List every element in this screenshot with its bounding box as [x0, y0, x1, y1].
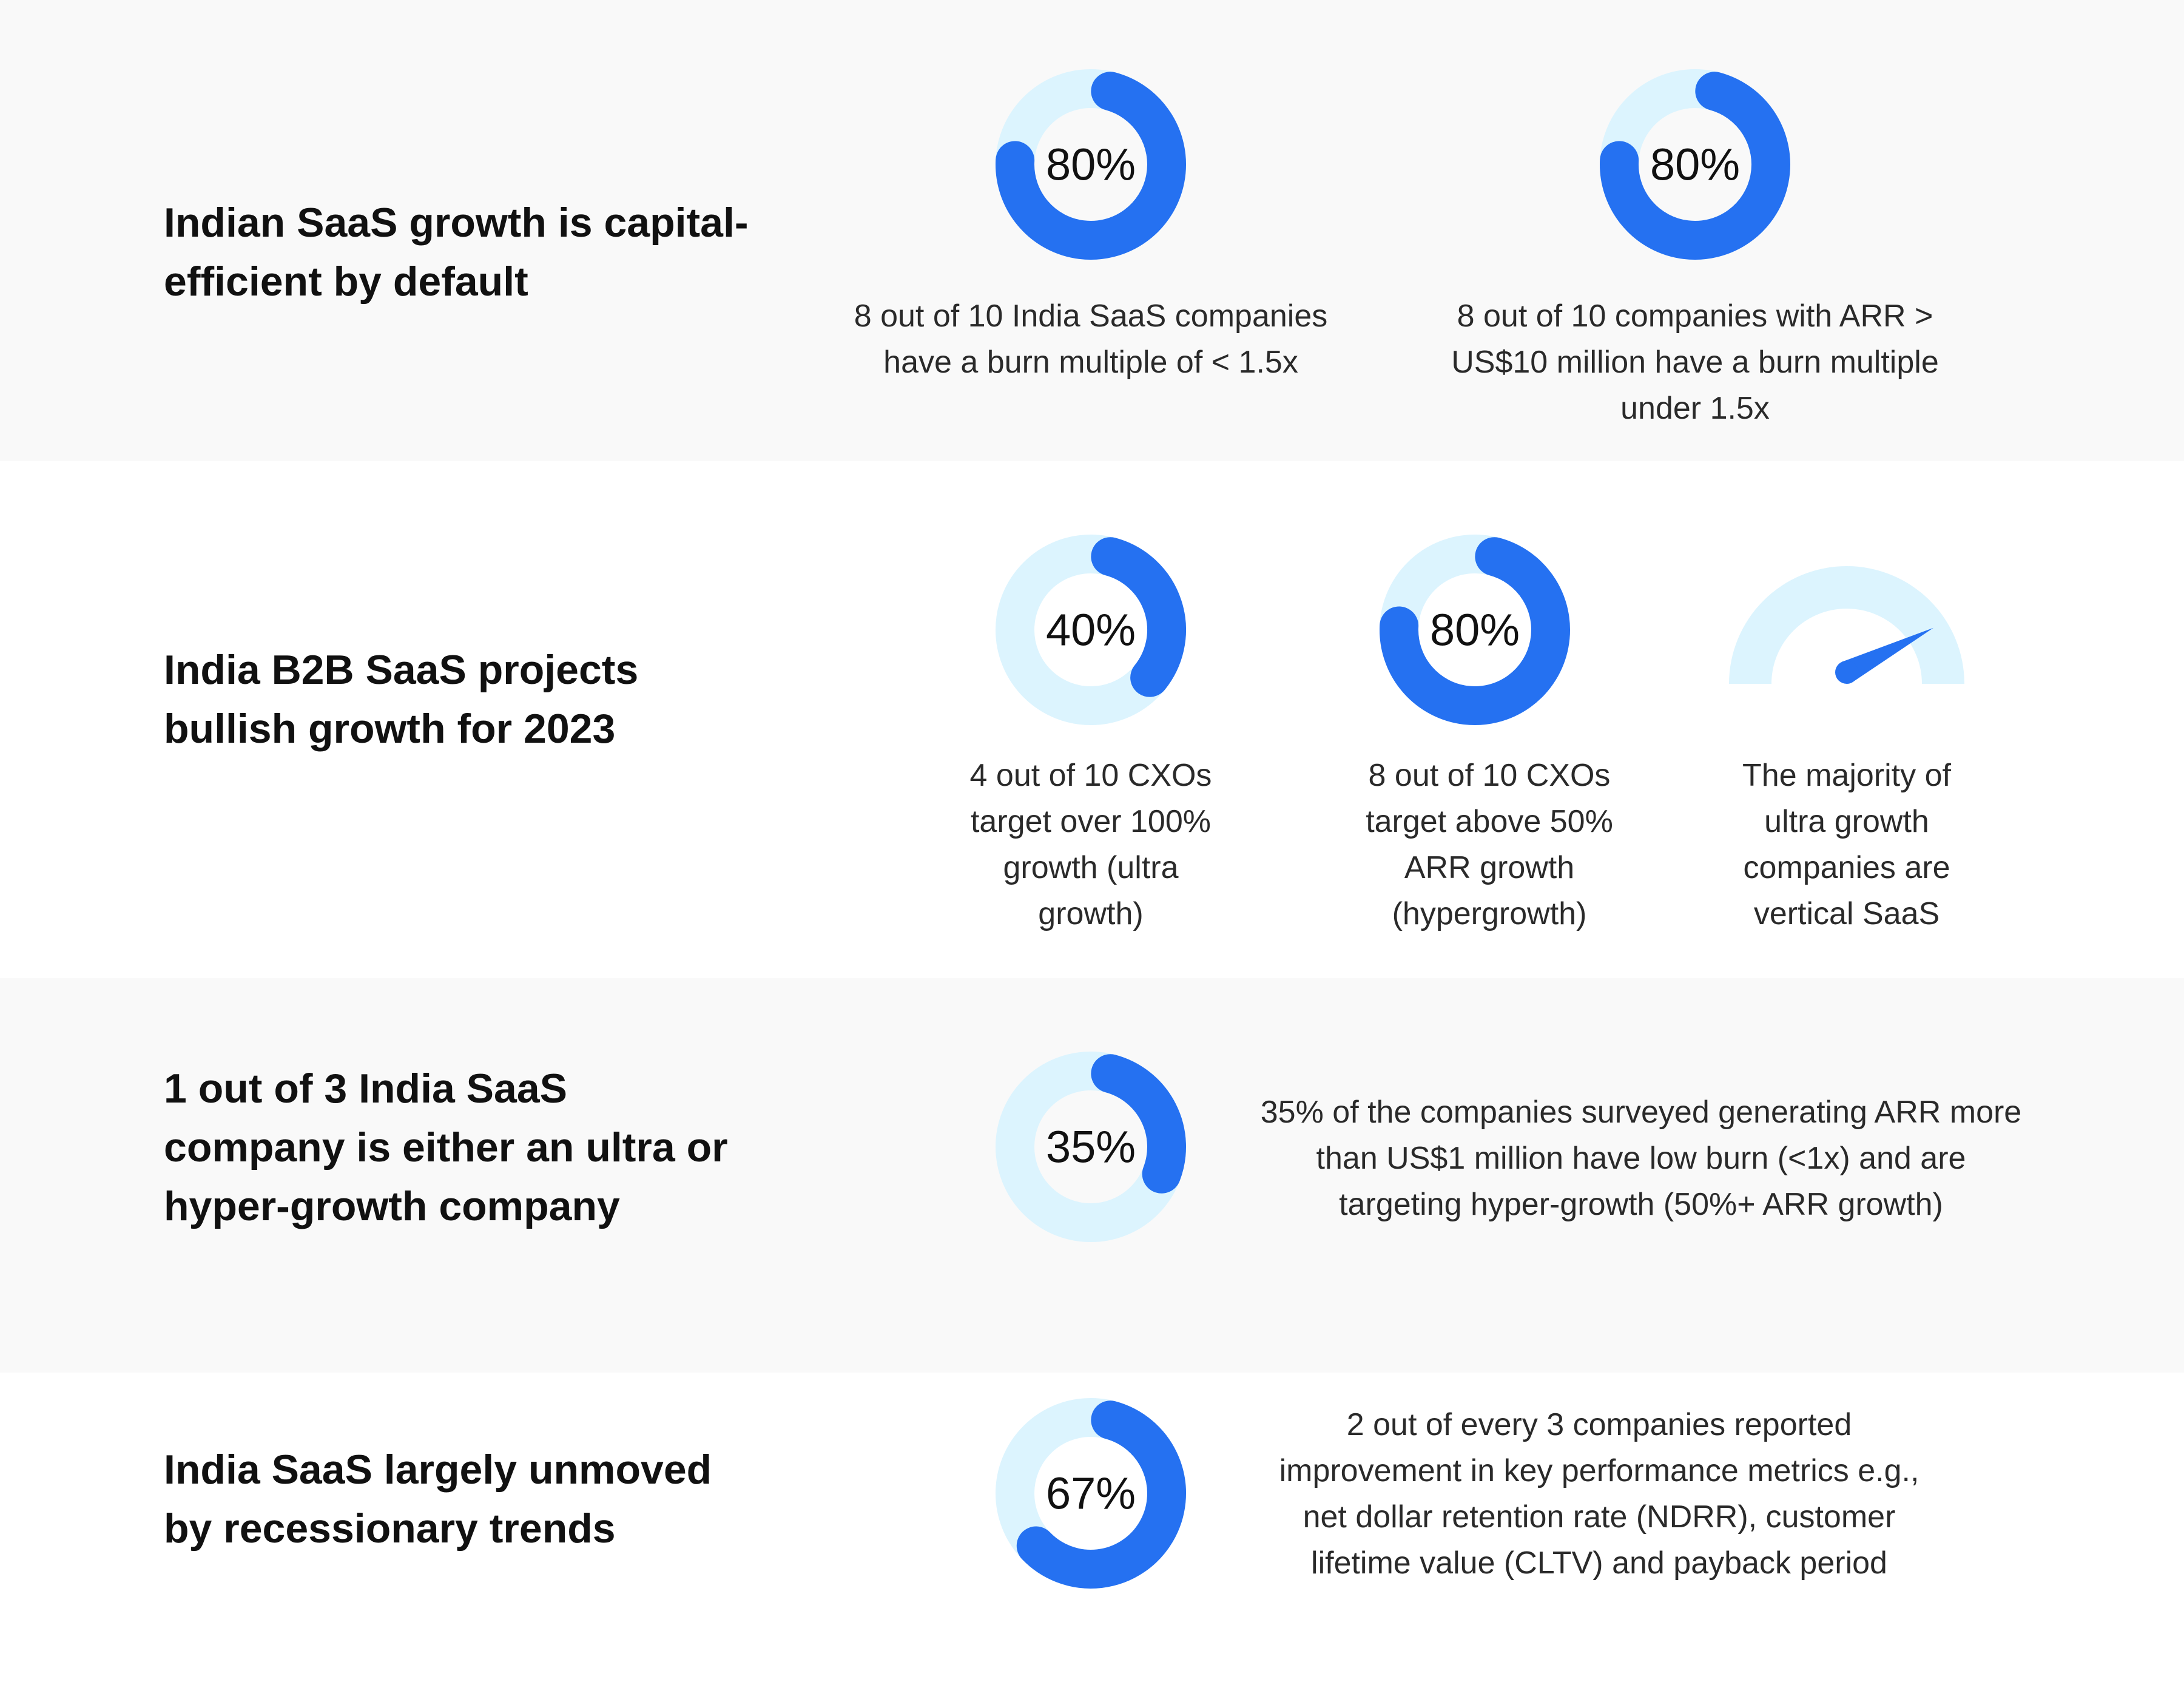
stat-description-line: 2 out of every 3 companies reported [1346, 1407, 1852, 1442]
donut-percent-label: 80% [1430, 605, 1520, 655]
donut-arc [1380, 537, 1570, 725]
section-heading: India SaaS largely unmoved by recessionar… [164, 1447, 712, 1552]
donut-arc [1091, 1054, 1186, 1194]
section-heading: India B2B SaaS projects bullish growth fo… [164, 647, 639, 752]
stat-description-line: 35% of the companies surveyed generating… [1260, 1095, 2022, 1130]
donut-percent-label: 80% [1650, 140, 1740, 190]
stat-description-line: companies are [1743, 850, 1950, 885]
stat-description-line: have a burn multiple of < 1.5x [883, 345, 1298, 380]
stat-description-line: The majority of [1742, 758, 1951, 793]
gauge-needle [1841, 627, 1933, 683]
stat-description-line: growth) [1038, 896, 1144, 931]
stat-description-line: net dollar retention rate (NDRR), custom… [1303, 1499, 1896, 1535]
stat-description: 35% of the companies surveyed generating… [1186, 1089, 2096, 1228]
stat-description-line: than US$1 million have low burn (<1x) an… [1316, 1141, 1966, 1176]
stat-description-line: ultra growth [1764, 804, 1929, 839]
stat-description-line: 4 out of 10 CXOs [969, 758, 1212, 793]
donut-percent-label: 40% [1046, 605, 1136, 655]
donut-arc [1016, 1400, 1186, 1589]
stat-description-line: (hypergrowth) [1392, 896, 1587, 931]
stat-description: 2 out of every 3 companies reported impro… [1205, 1402, 1994, 1586]
stat-description-line: lifetime value (CLTV) and payback period [1311, 1545, 1887, 1581]
donut-percent-label: 80% [1046, 140, 1136, 190]
section-heading: Indian SaaS growth is capital-efficient … [164, 200, 749, 305]
stat-description-line: vertical SaaS [1753, 896, 1940, 931]
gauge-track [1729, 566, 1964, 684]
stat-description-line: growth (ultra [1003, 850, 1179, 885]
section-ultra-hyper-growth [0, 978, 2184, 1373]
stat-description-line: targeting hyper-growth (50%+ ARR growth) [1339, 1187, 1943, 1222]
stat-description-line: ARR growth [1404, 850, 1575, 885]
donut-arc [996, 72, 1186, 260]
stat-description-line: 8 out of 10 companies with ARR > [1457, 299, 1933, 334]
stat-description-line: 8 out of 10 India SaaS companies [854, 299, 1328, 334]
stat-description: 8 out of 10 companies with ARR > US$10 mi… [1392, 293, 1998, 431]
donut-percent-label: 35% [1046, 1122, 1136, 1172]
gauge-needle-hub [1835, 661, 1858, 684]
stat-description: 8 out of 10 India SaaS companies have a b… [787, 293, 1394, 385]
stat-description: The majority of ultra growth companies are… [1677, 752, 2017, 937]
donut-percent-label: 67% [1046, 1468, 1136, 1519]
stat-description: 8 out of 10 CXOs target above 50% ARR grow… [1320, 752, 1659, 937]
stat-description-line: target above 50% [1366, 804, 1613, 839]
stat-description-line: target over 100% [970, 804, 1212, 839]
donut-arc [1600, 72, 1790, 260]
section-heading: 1 out of 3 India SaaS company is either a… [164, 1066, 728, 1229]
donut-arc [1091, 537, 1186, 697]
stat-description-line: 8 out of 10 CXOs [1368, 758, 1611, 793]
stat-description: 4 out of 10 CXOs target over 100% growth (… [921, 752, 1261, 937]
stat-description-line: US$10 million have a burn multiple [1451, 345, 1939, 380]
stat-description-line: under 1.5x [1620, 391, 1770, 426]
stat-description-line: improvement in key performance metrics e… [1279, 1453, 1919, 1488]
